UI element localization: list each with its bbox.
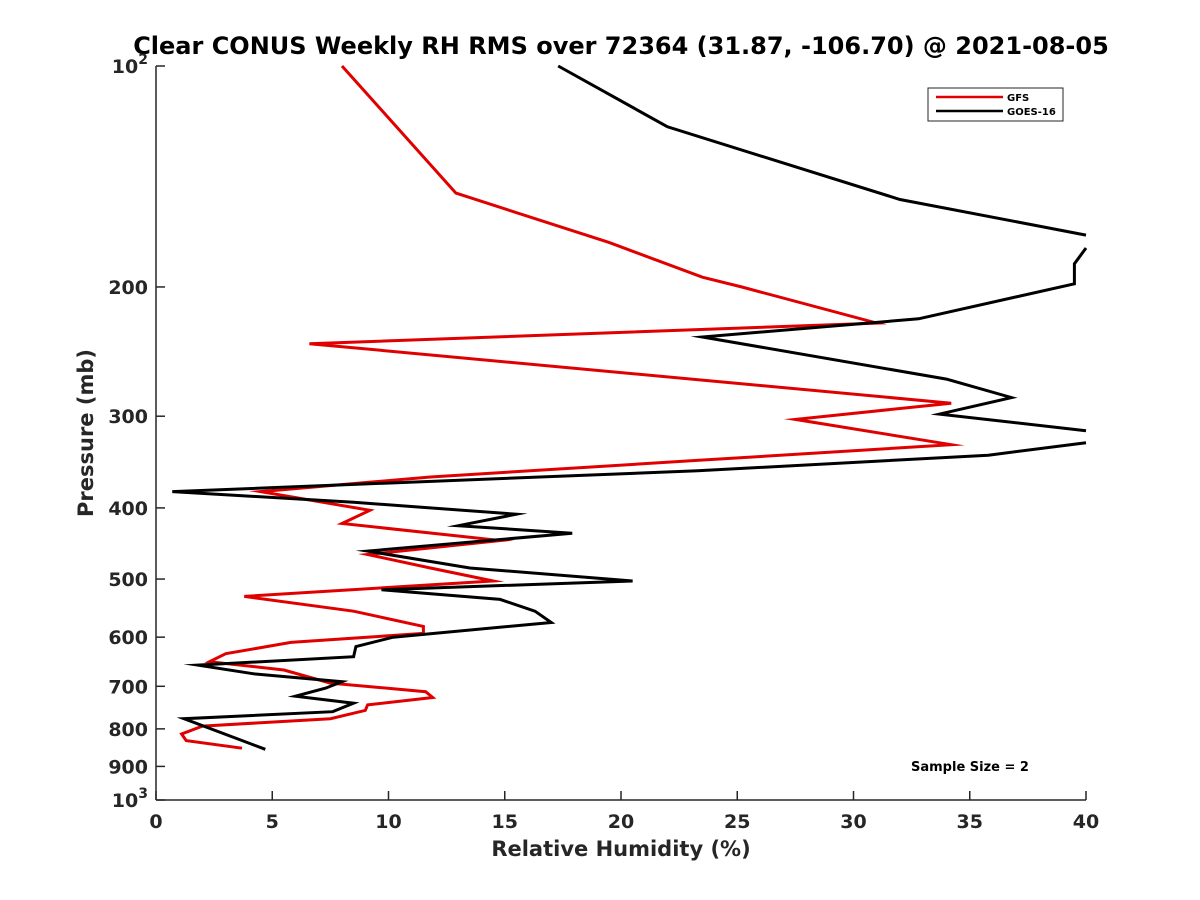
legend: GFS GOES-16: [927, 87, 1064, 122]
y-axis-label: Pressure (mb): [74, 349, 98, 517]
ticks-layer: 0 5 10 15 20 25 30 35 40 102 200 300 400 500 600 700 800…: [108, 52, 1099, 833]
x-tick-label: 20: [608, 811, 634, 833]
legend-label-gfs: GFS: [1007, 93, 1029, 104]
x-tick-label: 40: [1073, 811, 1099, 833]
x-tick-label: 10: [375, 811, 401, 833]
y-tick-label: 103: [112, 786, 148, 812]
series-line-goes16: [172, 64, 1088, 751]
x-axis-label: Relative Humidity (%): [491, 837, 750, 861]
y-tick-label: 800: [108, 719, 148, 741]
legend-label-goes16: GOES-16: [1007, 107, 1056, 118]
axes-layer: [155, 66, 1086, 801]
x-tick-label: 35: [957, 811, 983, 833]
y-tick-label: 102: [112, 52, 148, 78]
x-tick-label: 25: [724, 811, 750, 833]
y-tick-label: 700: [108, 676, 148, 698]
y-tick-label: 600: [108, 627, 148, 649]
y-tick-label: 400: [108, 498, 148, 520]
x-tick-label: 5: [266, 811, 279, 833]
x-tick-label: 30: [840, 811, 866, 833]
sample-size-annotation: Sample Size = 2: [911, 760, 1029, 775]
series-line-gfs: [179, 64, 965, 750]
y-tick-label: 200: [108, 277, 148, 299]
y-tick-label: 900: [108, 756, 148, 778]
x-tick-label: 15: [492, 811, 518, 833]
series-layer: [172, 64, 1088, 751]
legend-box: [927, 87, 1064, 122]
y-tick-label: 300: [108, 406, 148, 428]
y-tick-label: 500: [108, 569, 148, 591]
x-tick-label: 0: [149, 811, 162, 833]
chart-title: Clear CONUS Weekly RH RMS over 72364 (31…: [133, 32, 1109, 60]
